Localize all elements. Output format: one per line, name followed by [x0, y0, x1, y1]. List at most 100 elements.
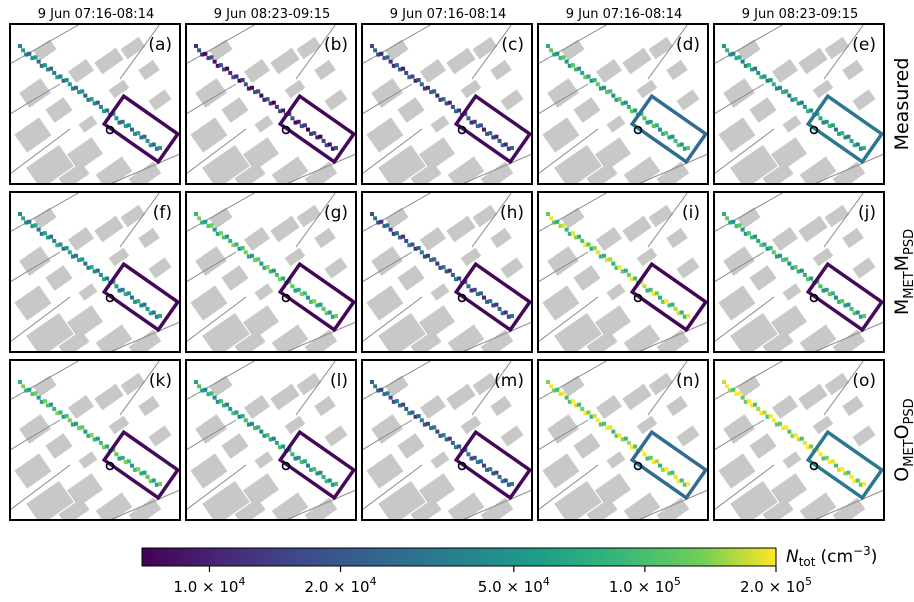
road	[471, 192, 513, 248]
building	[94, 47, 124, 75]
street-point	[370, 212, 374, 216]
street-point	[145, 474, 150, 479]
street-point	[849, 474, 854, 479]
street-point	[475, 292, 480, 297]
building	[718, 285, 756, 321]
street-point	[136, 299, 141, 304]
road	[538, 24, 609, 65]
street-point	[318, 470, 323, 475]
street-point	[510, 314, 514, 318]
building	[324, 89, 348, 111]
street-point	[781, 258, 786, 263]
street-point	[630, 277, 634, 282]
street-point	[583, 243, 588, 248]
street-point	[454, 109, 458, 114]
street-point	[262, 433, 267, 438]
street-point	[24, 388, 29, 393]
street-point	[762, 242, 767, 247]
building	[842, 395, 864, 417]
street-point	[130, 463, 134, 468]
street-point	[296, 455, 301, 460]
street-point	[203, 387, 208, 392]
street-point	[768, 246, 773, 250]
street-point	[821, 120, 826, 125]
building	[824, 36, 850, 60]
street-point	[503, 310, 508, 315]
street-point	[77, 258, 82, 263]
street-point	[80, 257, 85, 262]
street-point	[86, 97, 91, 102]
road	[285, 321, 356, 352]
street-point	[222, 403, 226, 408]
street-point	[302, 459, 307, 464]
street-point	[243, 418, 248, 423]
building	[209, 39, 233, 61]
road	[362, 24, 433, 65]
street-point	[500, 479, 505, 484]
street-point	[231, 243, 236, 248]
street-point	[799, 436, 804, 441]
street-point	[592, 246, 597, 250]
street-point	[858, 314, 863, 319]
road	[538, 296, 599, 343]
street-point	[546, 44, 550, 48]
street-point	[309, 131, 314, 136]
street-point	[114, 452, 119, 457]
street-point	[746, 399, 751, 404]
map-panel: (o)	[713, 359, 885, 521]
road	[714, 360, 785, 401]
road	[813, 153, 884, 184]
street-point	[268, 437, 273, 442]
street-point	[679, 142, 684, 147]
street-point	[737, 223, 742, 228]
street-point	[36, 227, 41, 232]
building	[26, 480, 74, 520]
street-point	[142, 302, 147, 307]
building	[782, 451, 802, 469]
street-point	[457, 108, 462, 113]
street-point	[27, 219, 32, 224]
street-point	[299, 292, 304, 297]
building	[202, 480, 250, 520]
road	[186, 24, 257, 65]
street-point	[664, 131, 669, 136]
street-point	[55, 243, 60, 248]
loop-trajectory	[453, 261, 532, 333]
street-point	[503, 478, 508, 483]
building	[446, 47, 476, 75]
street-point	[642, 452, 647, 457]
street-point	[651, 292, 656, 297]
street-point	[787, 429, 792, 434]
street-point	[158, 314, 162, 318]
street-point	[478, 291, 483, 296]
building	[554, 144, 602, 184]
street-point	[447, 268, 452, 273]
road	[647, 360, 689, 416]
building	[812, 79, 834, 99]
street-point	[852, 143, 857, 148]
street-point	[497, 138, 502, 143]
street-point	[602, 253, 606, 258]
street-point	[253, 90, 258, 95]
road	[637, 489, 708, 520]
building	[770, 305, 808, 339]
street-point	[679, 310, 684, 315]
street-point	[722, 380, 726, 384]
street-point	[589, 78, 594, 83]
building	[782, 283, 802, 301]
station-marker-icon	[105, 461, 115, 471]
street-point	[605, 258, 610, 263]
road	[362, 83, 413, 115]
street-point	[243, 250, 248, 255]
street-point	[225, 234, 230, 239]
street-point	[837, 131, 842, 136]
street-point	[676, 479, 681, 484]
street-point	[49, 234, 54, 239]
street-point	[55, 411, 60, 416]
street-point	[623, 268, 628, 273]
street-point	[648, 119, 653, 124]
street-point	[466, 116, 471, 121]
street-point	[846, 302, 851, 307]
building	[397, 97, 425, 123]
street-point	[391, 231, 396, 236]
